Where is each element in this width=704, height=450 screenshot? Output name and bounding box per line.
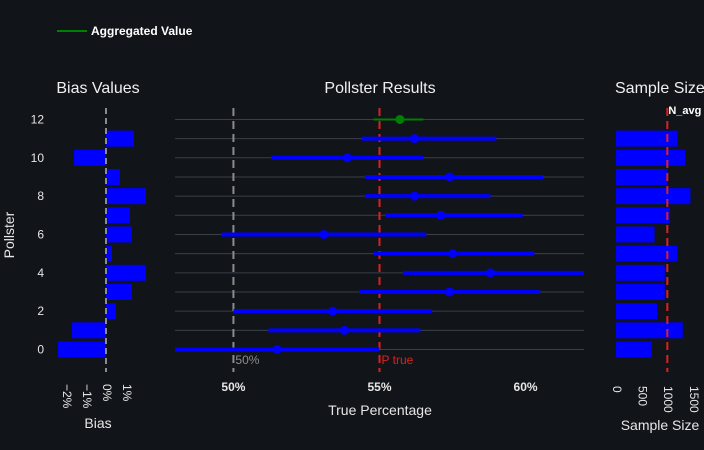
bias-bar [106, 245, 112, 262]
sample-size-bar [616, 245, 678, 262]
pollster-point [339, 325, 349, 335]
sample-panel-title: Sample Size [615, 80, 704, 97]
reference-label-50: 50% [235, 353, 259, 367]
sample-size-bar [616, 130, 678, 147]
y-tick-label: 6 [37, 227, 44, 241]
bias-tick-label: 0% [100, 384, 114, 402]
bias-panel: −2% −1% 0% 1% [58, 108, 146, 409]
pollster-point [410, 134, 420, 144]
sample-size-bar [616, 168, 668, 185]
bias-panel-title: Bias Values [56, 80, 139, 97]
results-panel: 50% P true 50% 55% 60% [175, 108, 584, 394]
bias-tick-label: 1% [120, 384, 134, 402]
pollster-point [448, 249, 458, 259]
y-tick-label: 2 [37, 304, 44, 318]
pollster-point [445, 172, 455, 182]
sample-size-bar [616, 207, 670, 224]
results-x-axis-label: True Percentage [328, 402, 432, 418]
sample-tick-label: 1500 [687, 386, 701, 413]
sample-size-bar [616, 322, 683, 339]
legend-aggregated-label: Aggregated Value [91, 24, 193, 38]
bias-bar [106, 226, 132, 243]
pollster-point [445, 287, 455, 297]
y-tick-label: 4 [37, 266, 44, 280]
sample-size-bar [616, 149, 686, 166]
pollster-point [342, 153, 352, 163]
y-axis-label: Pollster [1, 211, 17, 258]
sample-panel: N_avg 0 500 1000 1500 [610, 105, 702, 413]
results-panel-title: Pollster Results [324, 80, 435, 97]
bias-tick-label: −2% [60, 384, 74, 409]
pollster-point [272, 345, 282, 354]
bias-bar [106, 168, 120, 185]
bias-bar [106, 188, 146, 205]
sample-size-bar [616, 226, 655, 243]
pollster-point [328, 306, 338, 316]
pollster-point [486, 268, 496, 278]
aggregate-point [395, 114, 405, 124]
legend[interactable]: Aggregated Value [57, 24, 193, 38]
results-tick-label: 55% [367, 380, 391, 394]
bias-bar [106, 303, 116, 320]
bias-bar [74, 149, 106, 166]
y-tick-label: 10 [31, 151, 45, 165]
bias-tick-label: −1% [80, 384, 94, 409]
bias-bar [106, 283, 132, 300]
y-tick-labels: 0 2 4 6 8 10 12 [31, 112, 45, 356]
pollster-point [319, 229, 329, 239]
sample-size-bar [616, 283, 665, 300]
bias-bar [72, 322, 106, 339]
sample-size-bar [616, 341, 652, 358]
sample-tick-label: 0 [610, 386, 624, 393]
pollster-point [410, 191, 420, 201]
y-tick-label: 8 [37, 189, 44, 203]
y-tick-label: 12 [31, 112, 45, 126]
bias-bar [58, 341, 106, 358]
results-tick-label: 60% [514, 380, 538, 394]
bias-bar [106, 207, 130, 224]
sample-tick-label: 500 [635, 386, 649, 406]
pollster-point [436, 210, 446, 220]
results-tick-label: 50% [221, 380, 245, 394]
y-tick-label: 0 [37, 343, 44, 357]
sample-x-axis-label: Sample Size [621, 417, 700, 433]
bias-bar [106, 264, 146, 281]
sample-size-bar [616, 188, 691, 205]
sample-tick-label: 1000 [661, 386, 675, 413]
bias-bar [106, 130, 134, 147]
reference-label-p-true: P true [382, 353, 414, 367]
n-avg-label: N_avg [668, 105, 701, 117]
sample-size-bar [616, 303, 658, 320]
bias-x-axis-label: Bias [84, 415, 111, 431]
sample-size-bar [616, 264, 665, 281]
